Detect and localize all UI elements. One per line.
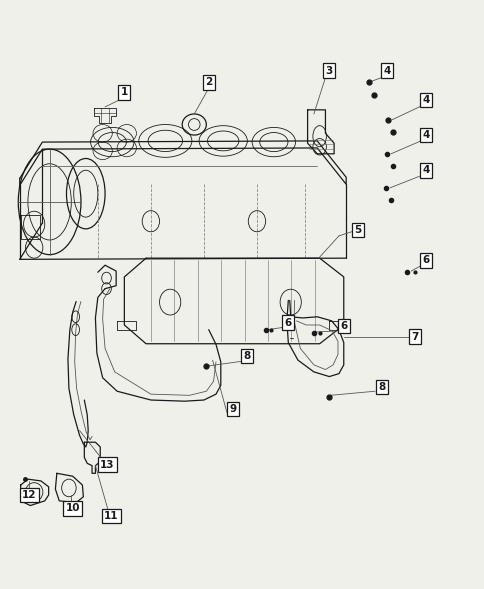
Text: 2: 2: [205, 77, 212, 87]
Text: 4: 4: [421, 130, 428, 140]
Text: 10: 10: [65, 504, 80, 514]
Text: 8: 8: [378, 382, 385, 392]
Text: 4: 4: [421, 95, 428, 105]
Text: 8: 8: [243, 351, 250, 361]
Text: 9: 9: [229, 404, 236, 414]
Text: 5: 5: [354, 225, 361, 235]
Text: 1: 1: [121, 87, 128, 97]
Text: 4: 4: [421, 166, 428, 175]
Text: 6: 6: [421, 256, 428, 266]
Text: 12: 12: [22, 490, 36, 500]
Text: 6: 6: [284, 317, 291, 327]
Text: 11: 11: [104, 511, 119, 521]
Text: 7: 7: [410, 332, 418, 342]
Text: 3: 3: [325, 65, 332, 75]
Text: 4: 4: [383, 65, 390, 75]
Text: 13: 13: [100, 459, 115, 469]
Text: 6: 6: [339, 321, 347, 331]
